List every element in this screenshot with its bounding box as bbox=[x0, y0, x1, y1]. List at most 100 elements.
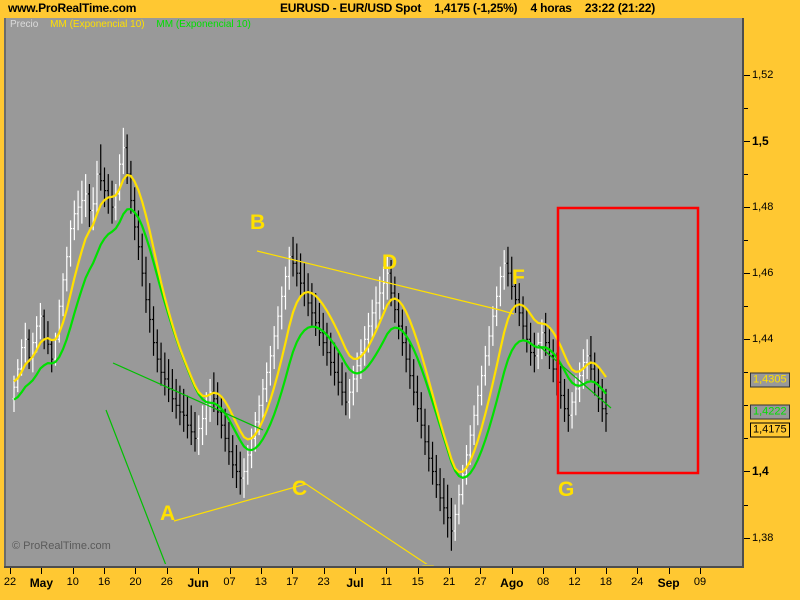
indicator-legend: Precio MM (Exponencial 10) MM (Exponenci… bbox=[6, 18, 260, 32]
price-tick-label: 1,4 bbox=[752, 464, 769, 479]
trendline-yellow-bdf bbox=[256, 250, 515, 315]
wave-label-a: A bbox=[160, 502, 176, 525]
plot-right-border bbox=[742, 18, 744, 568]
price-tick-minor bbox=[744, 372, 748, 374]
date-tick-label: 27 bbox=[474, 576, 487, 588]
price-tick-minor bbox=[744, 306, 748, 308]
date-tick bbox=[260, 568, 262, 574]
price-tick-label: 1,44 bbox=[752, 333, 774, 346]
price-tick-major bbox=[744, 207, 750, 209]
price-tick-minor bbox=[744, 240, 748, 242]
date-tick-label: 17 bbox=[286, 576, 299, 588]
price-tick-minor bbox=[744, 174, 748, 176]
watermark-label: © ProRealTime.com bbox=[12, 540, 111, 552]
date-tick bbox=[511, 568, 513, 574]
wave-label-d: D bbox=[382, 251, 398, 274]
date-tick-label: 26 bbox=[160, 576, 173, 588]
date-tick bbox=[543, 568, 545, 574]
date-tick-label: Ago bbox=[500, 576, 524, 590]
date-tick-label: 08 bbox=[537, 576, 550, 588]
brand-label: www.ProRealTime.com bbox=[8, 1, 137, 15]
date-tick-label: 16 bbox=[97, 576, 111, 588]
date-tick bbox=[355, 568, 356, 574]
date-tick-label: 23 bbox=[317, 576, 330, 588]
date-tick-label: 21 bbox=[442, 576, 456, 588]
price-tick-label: 1,5 bbox=[752, 134, 769, 149]
price-tick-label: 1,46 bbox=[752, 267, 774, 280]
date-tick-label: 22 bbox=[3, 576, 17, 588]
price-tick-label: 1,48 bbox=[752, 201, 774, 214]
forecast-zone-box bbox=[556, 206, 700, 475]
price-tick-major bbox=[744, 339, 750, 341]
date-tick bbox=[72, 568, 74, 574]
date-tick-label: 12 bbox=[568, 576, 581, 588]
last-price: 1,4175 (-1,25%) bbox=[434, 1, 518, 15]
trendline-green-lower bbox=[105, 409, 167, 564]
date-tick bbox=[637, 568, 639, 574]
date-tick bbox=[198, 568, 200, 574]
date-tick bbox=[417, 568, 419, 574]
last-price-value: 1,4175 bbox=[750, 422, 790, 438]
date-tick-label: 13 bbox=[254, 576, 268, 588]
price-tick-major bbox=[744, 471, 750, 473]
date-tick bbox=[574, 568, 576, 574]
date-tick bbox=[135, 568, 137, 574]
date-tick bbox=[323, 568, 325, 574]
price-tick-label: 1,52 bbox=[752, 68, 774, 81]
price-tick-minor bbox=[744, 108, 748, 109]
date-tick bbox=[700, 568, 701, 574]
header-bar: www.ProRealTime.com EURUSD - EUR/USD Spo… bbox=[0, 0, 800, 18]
date-tick-label: 07 bbox=[223, 576, 236, 588]
date-tick bbox=[605, 568, 607, 574]
date-tick-label: Sep bbox=[657, 576, 680, 590]
date-tick bbox=[292, 568, 294, 574]
price-chart-canvas bbox=[12, 127, 700, 564]
ma-green-line bbox=[13, 207, 607, 479]
price-tick-label: 1,38 bbox=[752, 531, 774, 544]
date-tick bbox=[166, 568, 168, 574]
date-tick-label: May bbox=[29, 576, 54, 590]
time-label: 23:22 (21:22) bbox=[584, 1, 656, 15]
legend-item-ma-yellow[interactable]: MM (Exponencial 10) bbox=[50, 19, 145, 30]
trendline-green-upper bbox=[112, 362, 264, 431]
date-tick-label: Jul bbox=[346, 576, 364, 590]
date-tick-label: 18 bbox=[599, 576, 613, 588]
plot-bottom-border bbox=[4, 566, 744, 568]
date-axis[interactable]: 22 May 10 16 20 26 Jun 07 13 17 23 Jul 11 15 21 27 Ago 08… bbox=[0, 568, 800, 600]
wave-label-f: F bbox=[512, 266, 525, 289]
legend-item-price[interactable]: Precio bbox=[10, 19, 39, 30]
trendline-green-descending bbox=[537, 344, 612, 409]
chart-plot-area[interactable]: Precio MM (Exponencial 10) MM (Exponenci… bbox=[4, 18, 744, 566]
date-tick bbox=[41, 568, 43, 574]
legend-item-ma-green[interactable]: MM (Exponencial 10) bbox=[156, 19, 251, 30]
ma-yellow-line bbox=[13, 173, 607, 474]
date-tick bbox=[449, 568, 451, 574]
wave-label-c: C bbox=[292, 477, 308, 500]
timeframe-label: 4 horas bbox=[530, 1, 572, 15]
price-tick-minor bbox=[744, 504, 748, 506]
date-tick-label: 20 bbox=[129, 576, 142, 588]
date-tick bbox=[229, 568, 231, 574]
price-tick-major bbox=[744, 141, 750, 143]
wave-label-g: G bbox=[558, 478, 575, 501]
ma-green-value: 1,4222 bbox=[750, 404, 790, 420]
date-tick bbox=[668, 568, 670, 574]
date-tick-label: Jun bbox=[187, 576, 209, 590]
trendlines-group bbox=[105, 250, 612, 564]
price-tick-major bbox=[744, 537, 750, 539]
ma-yellow-value: 1,4305 bbox=[750, 372, 790, 388]
date-tick-label: 24 bbox=[631, 576, 644, 588]
date-tick-label: 11 bbox=[380, 576, 393, 588]
date-tick bbox=[10, 568, 11, 574]
price-tick-major bbox=[744, 74, 750, 76]
price-tick-major bbox=[744, 273, 750, 275]
date-tick-label: 10 bbox=[66, 576, 79, 588]
price-axis[interactable]: 1,52 1,5 1,48 1,46 1,44 1,4 1,38 1,4305 1,4222 1,… bbox=[744, 18, 800, 568]
instrument-name: EURUSD - EUR/USD Spot bbox=[280, 1, 422, 15]
price-tick-minor bbox=[744, 405, 748, 407]
date-tick bbox=[480, 568, 482, 574]
date-tick-label: 09 bbox=[693, 576, 707, 588]
trendline-yellow-ace bbox=[173, 483, 428, 564]
wave-label-e: E bbox=[421, 563, 435, 566]
